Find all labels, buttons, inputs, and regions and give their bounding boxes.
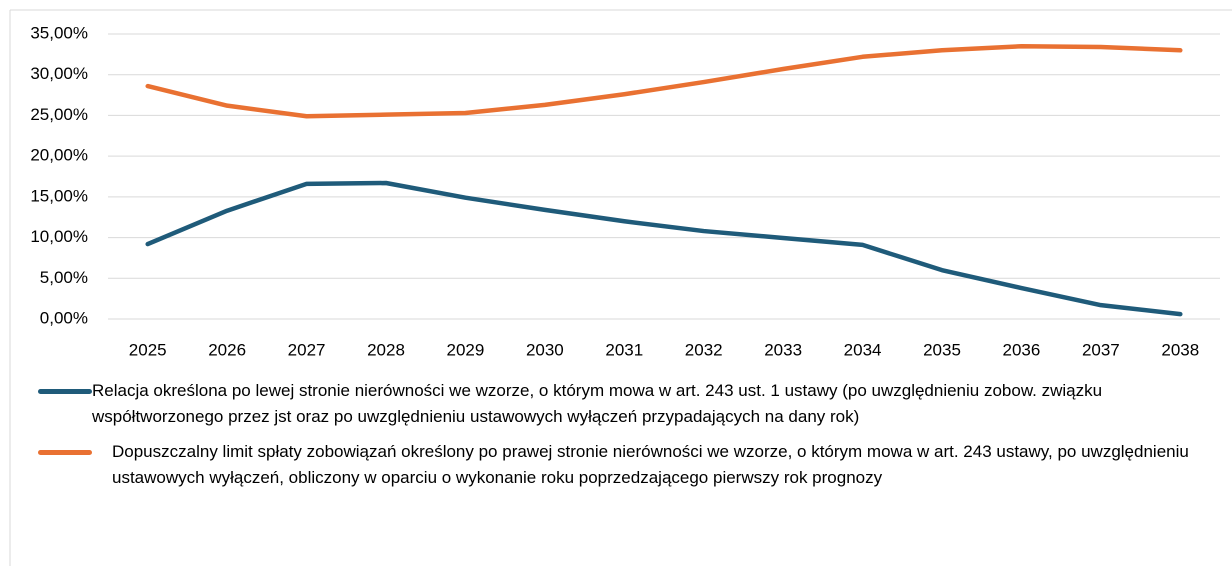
x-tick-label: 2037 xyxy=(1082,340,1120,359)
legend-label: Relacja określona po lewej stronie nieró… xyxy=(92,381,1103,426)
x-tick-label: 2038 xyxy=(1161,340,1199,359)
y-tick-label: 15,00% xyxy=(30,186,88,205)
y-tick-label: 30,00% xyxy=(30,64,88,83)
y-tick-label: 25,00% xyxy=(30,105,88,124)
x-tick-label: 2028 xyxy=(367,340,405,359)
x-tick-label: 2026 xyxy=(208,340,246,359)
x-tick-label: 2027 xyxy=(288,340,326,359)
x-tick-label: 2036 xyxy=(1003,340,1041,359)
x-tick-label: 2032 xyxy=(685,340,723,359)
y-tick-label: 0,00% xyxy=(40,308,88,327)
x-tick-label: 2033 xyxy=(764,340,802,359)
legend-item: Relacja określona po lewej stronie nieró… xyxy=(38,378,1218,430)
series-line xyxy=(145,43,1183,119)
series-line xyxy=(145,180,1183,317)
y-tick-label: 20,00% xyxy=(30,146,88,165)
x-tick-label: 2034 xyxy=(844,340,882,359)
x-tick-label: 2035 xyxy=(923,340,961,359)
x-tick-label: 2030 xyxy=(526,340,564,359)
y-tick-label: 5,00% xyxy=(40,268,88,287)
x-tick-label: 2031 xyxy=(605,340,643,359)
y-tick-label: 35,00% xyxy=(30,23,88,42)
legend-item: Dopuszczalny limit spłaty zobowiązań okr… xyxy=(38,439,1218,491)
legend-label: Dopuszczalny limit spłaty zobowiązań okr… xyxy=(112,442,1189,487)
legend-swatch xyxy=(38,389,92,394)
legend-swatch xyxy=(38,450,92,455)
x-tick-label: 2029 xyxy=(447,340,485,359)
y-tick-label: 10,00% xyxy=(30,227,88,246)
x-tick-label: 2025 xyxy=(129,340,167,359)
